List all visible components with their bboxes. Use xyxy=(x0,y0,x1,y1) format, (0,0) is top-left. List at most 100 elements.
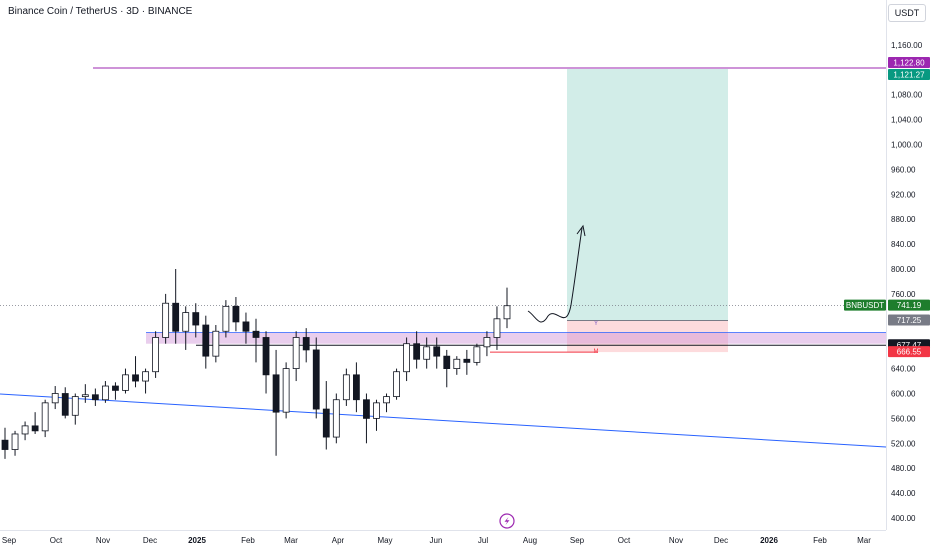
candle-body xyxy=(453,358,461,370)
y-tick-label: 600.00 xyxy=(891,390,916,399)
candle-body xyxy=(192,312,200,326)
candle-body xyxy=(122,374,129,391)
candle-body xyxy=(152,337,160,373)
symbol-header[interactable]: Binance Coin / TetherUS · 3D · BINANCE xyxy=(8,6,193,17)
candle-body xyxy=(162,302,170,338)
candle-body xyxy=(493,318,501,338)
x-tick-label: Jul xyxy=(478,536,488,545)
x-tick-label: 2025 xyxy=(188,536,206,545)
price-tag-label: 1,121.27 xyxy=(893,71,925,80)
x-tick-label: Sep xyxy=(570,536,585,545)
candle-body xyxy=(272,374,280,413)
symbol-tag xyxy=(844,299,886,311)
y-tick-label: 520.00 xyxy=(891,439,916,448)
trendline xyxy=(0,393,887,448)
candle-body xyxy=(252,330,260,338)
y-tick-label: 1,000.00 xyxy=(891,141,923,150)
x-tick-label: Mar xyxy=(857,536,871,545)
x-tick-label: Feb xyxy=(241,536,255,545)
candle-body xyxy=(433,346,441,357)
candle-body xyxy=(322,408,330,438)
candle-body xyxy=(373,402,380,419)
y-tick-label: 920.00 xyxy=(891,190,916,199)
price-tag-label: 741.19 xyxy=(897,301,922,310)
candle-body xyxy=(483,337,491,348)
annotation-y: Y xyxy=(594,321,598,327)
price-tag xyxy=(888,346,930,358)
x-tick-label: Sep xyxy=(2,536,17,545)
x-tick-label: Aug xyxy=(523,536,537,545)
price-tag-label: 1,122.80 xyxy=(893,59,925,68)
price-tag xyxy=(888,69,930,81)
x-tick-label: Nov xyxy=(669,536,683,545)
price-tag xyxy=(888,314,930,326)
y-tick-label: 760.00 xyxy=(891,290,916,299)
annotation-m: M xyxy=(594,349,599,355)
x-tick-label: Oct xyxy=(618,536,631,545)
symbol-tag-label: BNBUSDT xyxy=(846,301,884,310)
candle-body xyxy=(282,368,290,413)
y-tick-label: 1,040.00 xyxy=(891,116,923,125)
x-tick-label: Dec xyxy=(714,536,728,545)
candle-body xyxy=(312,349,320,410)
candles-layer xyxy=(1,269,511,459)
time-axis[interactable]: Sep Oct Nov Dec 2025 Feb Mar Apr May Jun Jul Aug Sep… xyxy=(2,536,871,545)
candle-body xyxy=(423,346,431,360)
candle-body xyxy=(222,305,230,332)
candle-body xyxy=(61,393,69,416)
tradingview-logo-icon[interactable] xyxy=(499,513,515,529)
x-tick-label: Jun xyxy=(430,536,443,545)
candle-body xyxy=(31,425,39,432)
candle-body xyxy=(342,374,350,401)
candle-body xyxy=(503,305,511,320)
x-tick-label: 2026 xyxy=(760,536,778,545)
price-tag-label: 717.25 xyxy=(897,316,922,325)
x-tick-label: Mar xyxy=(284,536,298,545)
projection-arrow-icon xyxy=(576,224,586,237)
support-zone xyxy=(146,332,886,344)
candle-body xyxy=(71,396,79,416)
price-axis[interactable]: 1,160.00 1,080.00 1,040.00 1,000.00 960.00 92… xyxy=(891,41,923,523)
drawings-layer: YM xyxy=(0,67,887,448)
candle-body xyxy=(212,330,220,357)
candle-body xyxy=(1,439,9,450)
candle-body xyxy=(51,393,59,404)
candle-body xyxy=(172,302,180,332)
candle-body xyxy=(242,321,250,332)
price-tag-label: 677.47 xyxy=(897,341,922,350)
y-tick-label: 640.00 xyxy=(891,365,916,374)
candle-body xyxy=(91,394,99,401)
candle-body xyxy=(302,337,310,351)
candle-body xyxy=(383,396,390,404)
y-tick-label: 560.00 xyxy=(891,414,916,423)
stop-zone xyxy=(567,320,728,353)
x-tick-label: Apr xyxy=(332,536,345,545)
y-tick-label: 1,080.00 xyxy=(891,91,923,100)
currency-selector[interactable]: USDT xyxy=(888,4,926,22)
candle-body xyxy=(443,355,451,369)
candle-body xyxy=(21,425,29,435)
candle-body xyxy=(11,433,19,450)
price-tags: 1,122.80 1,121.27 741.19 BNBUSDT 717.25 677.4… xyxy=(844,57,930,358)
candle-body xyxy=(102,385,109,401)
candle-body xyxy=(182,312,190,332)
y-tick-label: 480.00 xyxy=(891,464,916,473)
time-axis-divider xyxy=(0,530,886,531)
candle-body xyxy=(41,402,49,432)
y-tick-label: 440.00 xyxy=(891,489,916,498)
candle-body xyxy=(142,371,149,382)
candle-body xyxy=(352,374,360,401)
candle-body xyxy=(112,385,119,391)
candle-body xyxy=(473,346,481,363)
y-tick-label: 880.00 xyxy=(891,215,916,224)
candle-body xyxy=(363,399,370,419)
price-tag xyxy=(888,57,930,69)
x-tick-label: Dec xyxy=(143,536,157,545)
candle-body xyxy=(132,374,139,382)
profit-zone xyxy=(567,69,728,321)
candle-body xyxy=(81,394,89,398)
candle-body xyxy=(463,358,471,363)
x-tick-label: May xyxy=(377,536,392,545)
candle-body xyxy=(292,337,300,370)
